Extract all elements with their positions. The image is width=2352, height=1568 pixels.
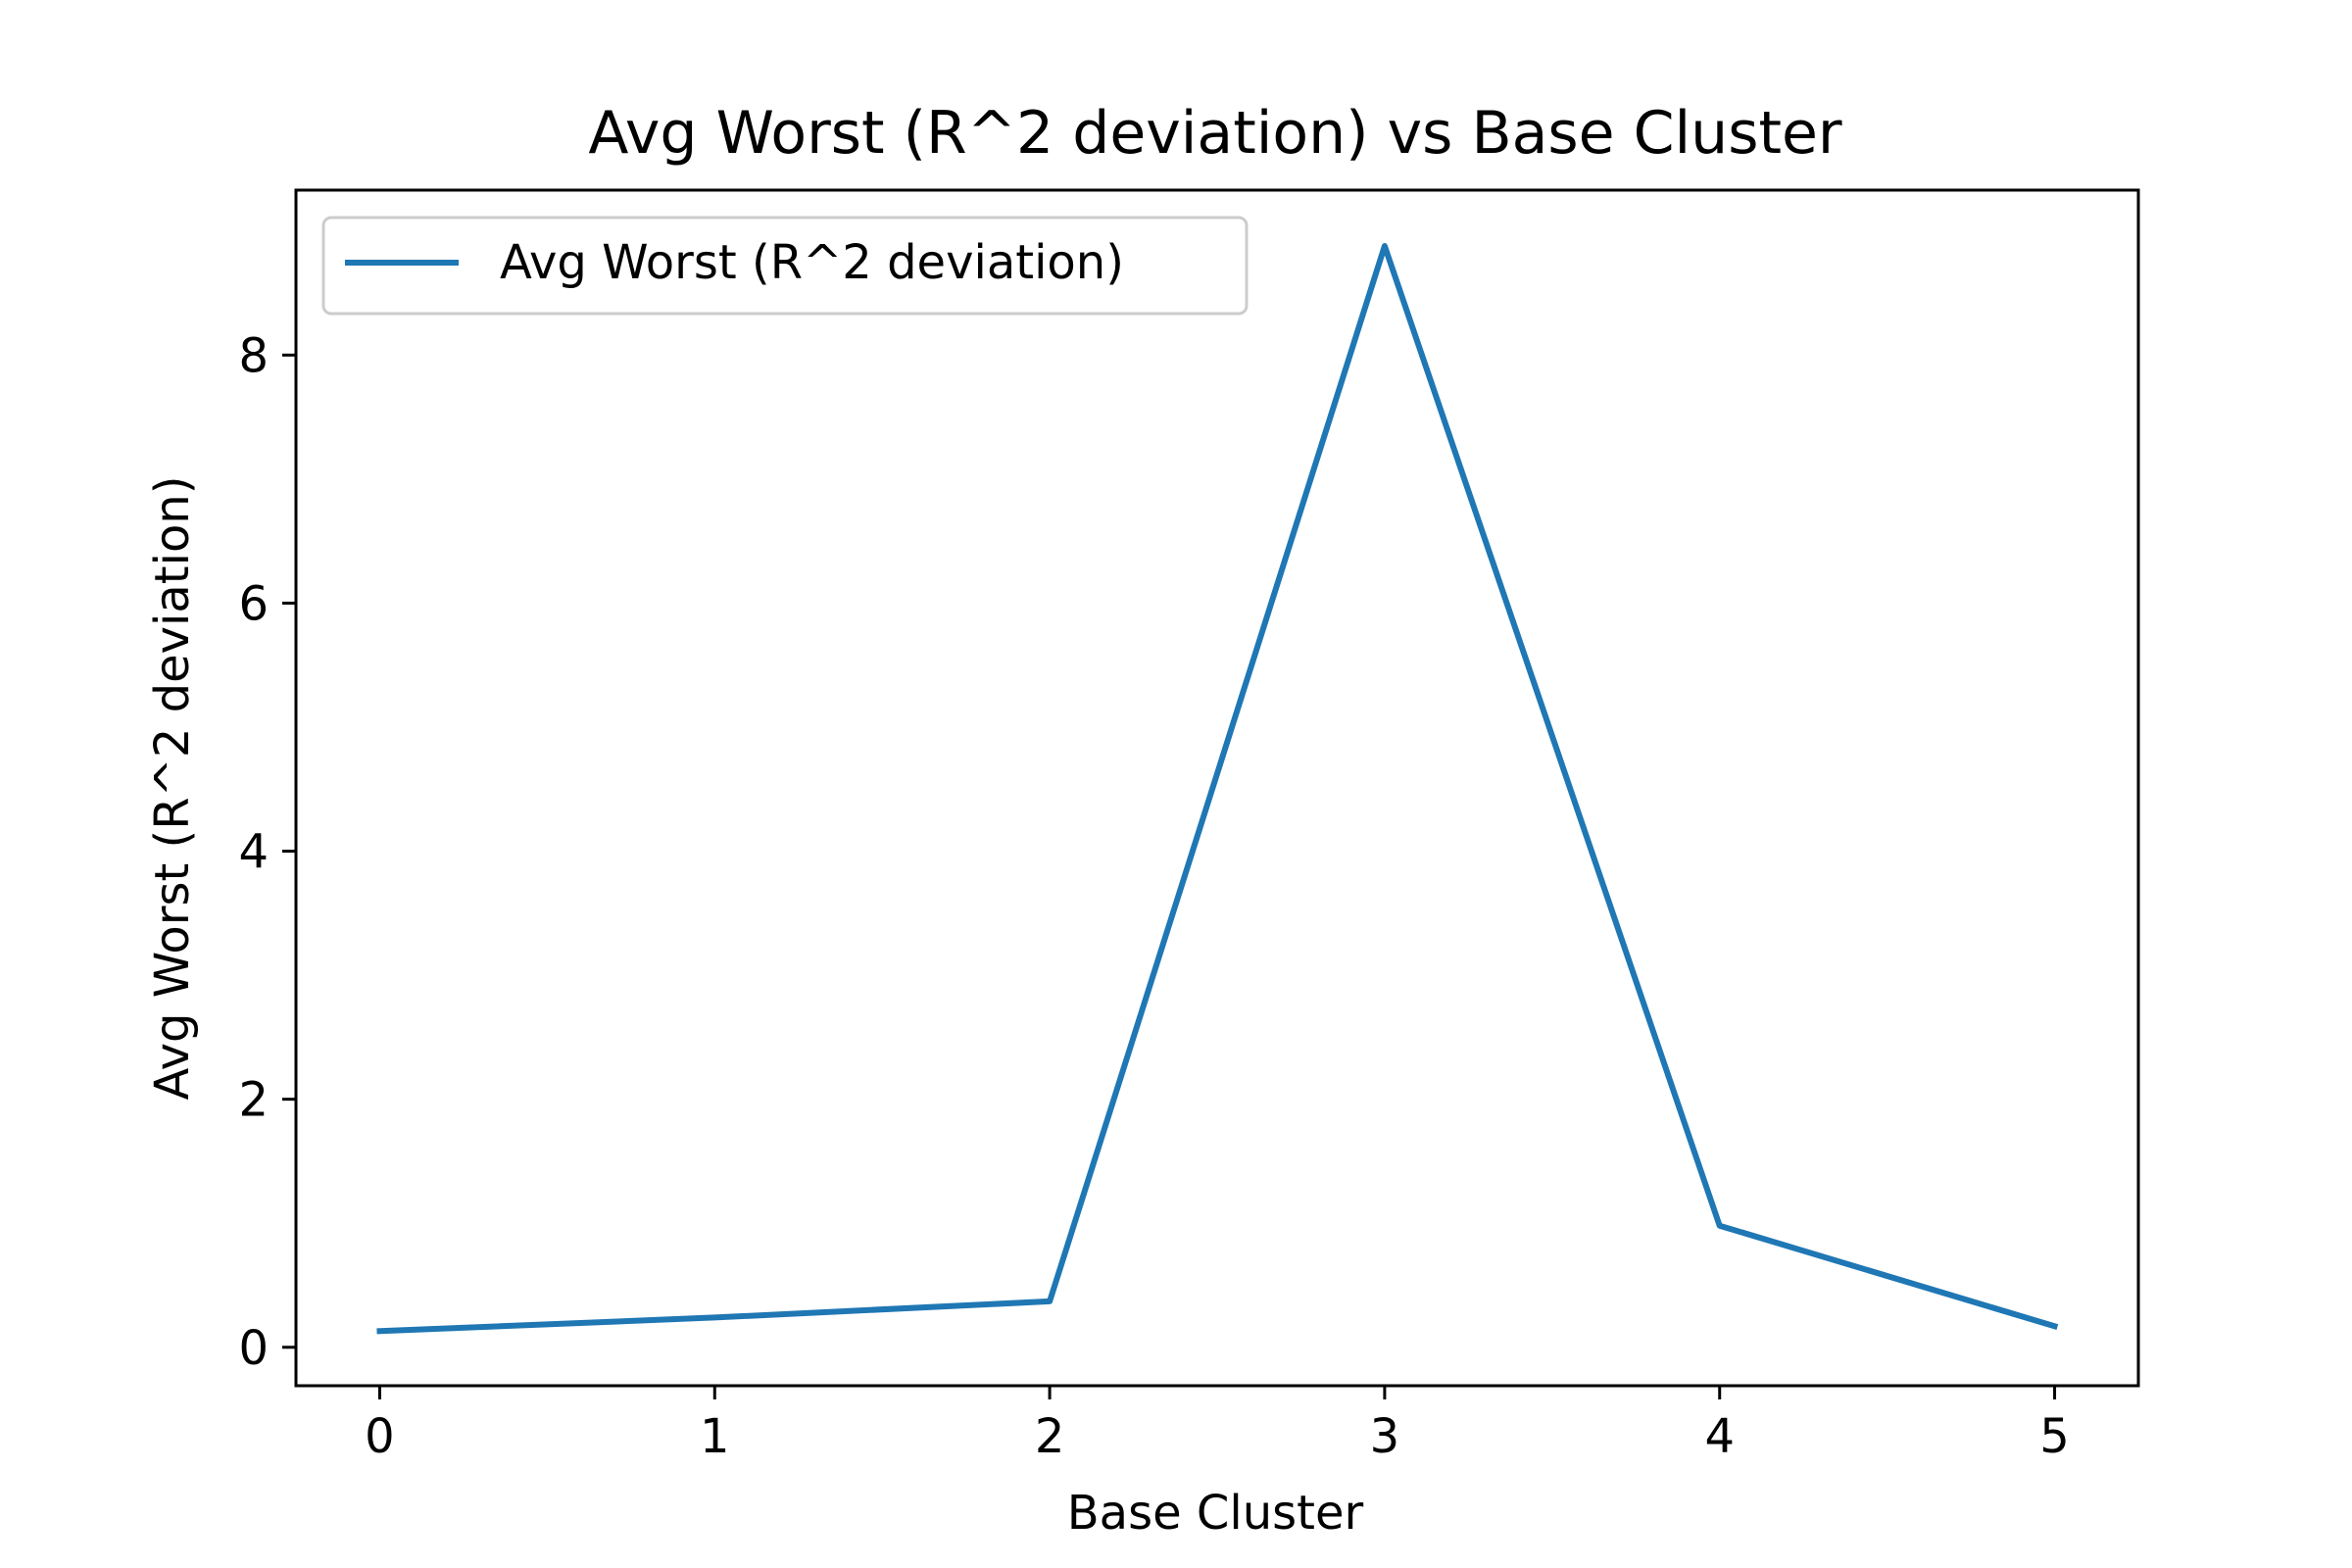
x-tick-label: 0 bbox=[365, 1409, 395, 1464]
x-axis-title: Base Cluster bbox=[1067, 1486, 1364, 1541]
y-tick-label: 2 bbox=[238, 1073, 269, 1128]
legend: Avg Worst (R^2 deviation) bbox=[321, 216, 1249, 316]
x-tick-label: 1 bbox=[700, 1409, 730, 1464]
y-tick-label: 0 bbox=[238, 1321, 269, 1376]
x-tick-label: 3 bbox=[1370, 1409, 1400, 1464]
y-tick-label: 8 bbox=[238, 328, 269, 383]
series-line-0 bbox=[376, 243, 2059, 1335]
plot-frame bbox=[294, 188, 2140, 1388]
x-tick-label: 5 bbox=[2039, 1409, 2070, 1464]
chart-title: Avg Worst (R^2 deviation) vs Base Cluste… bbox=[588, 99, 1842, 168]
y-axis-title: Avg Worst (R^2 deviation) bbox=[145, 476, 200, 1101]
plot-area: 0 1 2 3 4 5 0 2 4 6 8 bbox=[238, 188, 2140, 1464]
y-tick-label: 4 bbox=[238, 825, 269, 880]
legend-box bbox=[321, 216, 1249, 316]
x-tick-label: 4 bbox=[1704, 1409, 1735, 1464]
x-tick-label: 2 bbox=[1035, 1409, 1065, 1464]
legend-entry-label: Avg Worst (R^2 deviation) bbox=[500, 235, 1124, 290]
y-tick-label: 6 bbox=[238, 576, 269, 631]
